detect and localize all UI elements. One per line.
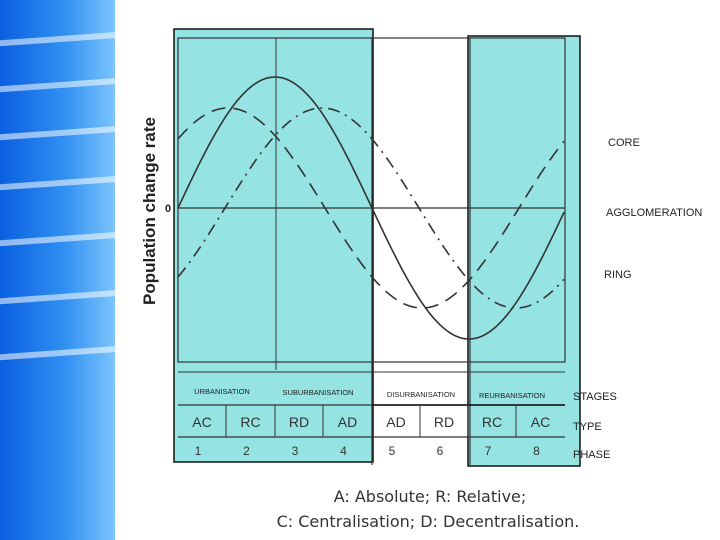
agglomeration-curve	[177, 107, 565, 309]
curve-label-core: CORE	[608, 137, 640, 149]
type-cell: AD	[338, 414, 357, 430]
phase-cell: 6	[437, 444, 444, 458]
row-label-phase: PHASE	[573, 449, 610, 461]
y-axis-label: Population change rate	[140, 117, 159, 305]
type-cell: RD	[289, 414, 309, 430]
curve-label-agglomeration: AGGLOMERATION	[606, 207, 702, 219]
phase-cell: 4	[340, 444, 347, 458]
legend-line-2: C: Centralisation; D: Decentralisation.	[277, 512, 580, 531]
legend-line-1: A: Absolute; R: Relative;	[334, 487, 527, 506]
ring-curve	[177, 107, 565, 309]
phase-cell: 5	[389, 444, 396, 458]
core-curve	[177, 76, 565, 340]
highlight-panel-left	[173, 28, 374, 463]
stage-urbanisation: URBANISATION	[194, 387, 250, 396]
phase-cell: 3	[292, 444, 299, 458]
type-cell: AC	[531, 414, 550, 430]
type-cell: AD	[386, 414, 405, 430]
phase-cell: 8	[533, 444, 540, 458]
type-cell: RC	[240, 414, 260, 430]
stage-suburbanisation: SUBURBANISATION	[282, 388, 353, 397]
stage-disurbanisation: DISURBANISATION	[387, 390, 455, 399]
phase-cell: 2	[243, 444, 250, 458]
type-cell: RD	[434, 414, 454, 430]
row-label-stages: STAGES	[573, 391, 617, 403]
highlight-panel-right	[467, 35, 581, 467]
curve-label-ring: RING	[604, 269, 632, 281]
type-cell: AC	[192, 414, 211, 430]
phase-cell: 7	[485, 444, 492, 458]
zero-label: 0	[165, 203, 171, 215]
type-cell: RC	[482, 414, 502, 430]
phase-cell: 1	[195, 444, 202, 458]
row-label-type: TYPE	[573, 421, 602, 433]
stage-reurbanisation: REURBANISATION	[479, 391, 545, 400]
sidebar-decoration	[0, 0, 115, 540]
